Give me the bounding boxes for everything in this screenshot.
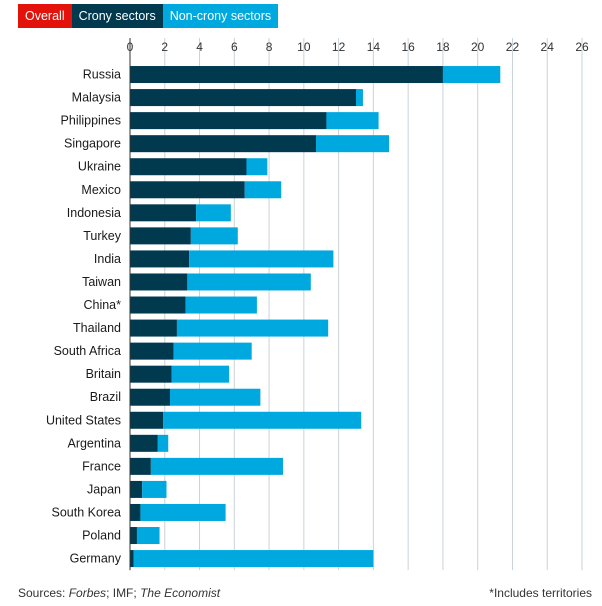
category-label: South Africa bbox=[54, 344, 121, 358]
bar-non-crony-sectors bbox=[442, 66, 501, 84]
sources-label: Sources: bbox=[18, 586, 66, 600]
category-label: Philippines bbox=[61, 114, 121, 128]
bar-crony-sectors bbox=[130, 342, 174, 360]
bar-non-crony-sectors bbox=[140, 503, 226, 521]
x-tick-label: 14 bbox=[367, 40, 381, 54]
category-label: Poland bbox=[82, 529, 121, 543]
bar-non-crony-sectors bbox=[244, 181, 282, 199]
bar-crony-sectors bbox=[130, 158, 247, 176]
bar-non-crony-sectors bbox=[142, 480, 167, 498]
bar-non-crony-sectors bbox=[326, 112, 379, 130]
bar-non-crony-sectors bbox=[356, 89, 363, 107]
bar-crony-sectors bbox=[130, 365, 172, 383]
category-label: Argentina bbox=[67, 436, 121, 450]
bar-non-crony-sectors bbox=[136, 527, 160, 545]
x-tick-label: 12 bbox=[332, 40, 346, 54]
bar-non-crony-sectors bbox=[316, 135, 390, 153]
tab-overall[interactable]: Overall bbox=[18, 4, 72, 28]
bar-crony-sectors bbox=[130, 135, 317, 153]
bar-non-crony-sectors bbox=[246, 158, 268, 176]
bar-crony-sectors bbox=[130, 503, 141, 521]
category-label: Germany bbox=[70, 552, 122, 566]
bar-crony-sectors bbox=[130, 457, 151, 475]
category-label: Japan bbox=[87, 482, 121, 496]
bar-non-crony-sectors bbox=[190, 227, 238, 245]
bar-crony-sectors bbox=[130, 227, 191, 245]
category-label: India bbox=[94, 252, 121, 266]
category-label: France bbox=[82, 459, 121, 473]
bar-non-crony-sectors bbox=[163, 411, 362, 429]
bar-crony-sectors bbox=[130, 250, 190, 268]
bar-crony-sectors bbox=[130, 112, 327, 130]
category-label: Russia bbox=[83, 68, 121, 82]
bar-crony-sectors bbox=[130, 204, 197, 222]
bar-crony-sectors bbox=[130, 66, 443, 84]
bar-crony-sectors bbox=[130, 319, 177, 337]
x-tick-label: 4 bbox=[196, 40, 203, 54]
category-label: Brazil bbox=[90, 390, 121, 404]
x-tick-label: 10 bbox=[297, 40, 311, 54]
x-tick-label: 2 bbox=[161, 40, 168, 54]
source-economist: The Economist bbox=[140, 586, 221, 600]
category-label: Taiwan bbox=[82, 275, 121, 289]
bar-non-crony-sectors bbox=[171, 365, 230, 383]
category-label: Mexico bbox=[81, 183, 121, 197]
bar-non-crony-sectors bbox=[173, 342, 252, 360]
bar-crony-sectors bbox=[130, 480, 143, 498]
tab-crony-sectors[interactable]: Crony sectors bbox=[71, 4, 163, 28]
bar-crony-sectors bbox=[130, 181, 245, 199]
category-label: Turkey bbox=[83, 229, 121, 243]
bar-crony-sectors bbox=[130, 411, 164, 429]
bar-crony-sectors bbox=[130, 388, 170, 406]
bar-crony-sectors bbox=[130, 89, 356, 107]
bar-crony-sectors bbox=[130, 273, 188, 291]
category-label: China* bbox=[83, 298, 121, 312]
category-label: United States bbox=[46, 413, 121, 427]
x-tick-label: 24 bbox=[541, 40, 555, 54]
category-label: Singapore bbox=[64, 137, 121, 151]
bar-non-crony-sectors bbox=[150, 457, 283, 475]
chart-tabs: Overall Crony sectors Non-crony sectors bbox=[18, 4, 279, 28]
category-label: Britain bbox=[86, 367, 121, 381]
bar-non-crony-sectors bbox=[189, 250, 334, 268]
x-tick-label: 16 bbox=[401, 40, 415, 54]
territories-note: *Includes territories bbox=[489, 586, 592, 600]
bar-non-crony-sectors bbox=[169, 388, 261, 406]
x-tick-label: 8 bbox=[266, 40, 273, 54]
category-label: South Korea bbox=[52, 505, 122, 519]
bar-crony-sectors bbox=[130, 434, 158, 452]
category-label: Malaysia bbox=[72, 91, 121, 105]
bar-crony-sectors bbox=[130, 296, 186, 314]
bar-non-crony-sectors bbox=[187, 273, 311, 291]
x-tick-label: 20 bbox=[471, 40, 485, 54]
x-tick-label: 26 bbox=[575, 40, 589, 54]
x-tick-label: 22 bbox=[506, 40, 520, 54]
category-label: Indonesia bbox=[67, 206, 121, 220]
sources-note: Sources: Forbes; IMF; The Economist bbox=[18, 586, 220, 600]
tab-non-crony-sectors[interactable]: Non-crony sectors bbox=[162, 4, 279, 28]
bar-crony-sectors bbox=[130, 527, 137, 545]
x-tick-label: 6 bbox=[231, 40, 238, 54]
bar-non-crony-sectors bbox=[157, 434, 169, 452]
source-forbes: Forbes bbox=[68, 586, 107, 600]
bar-non-crony-sectors bbox=[185, 296, 257, 314]
x-tick-label: 18 bbox=[436, 40, 450, 54]
bar-non-crony-sectors bbox=[196, 204, 231, 222]
bar-crony-sectors bbox=[130, 550, 134, 568]
category-label: Thailand bbox=[73, 321, 121, 335]
source-separator: ; IMF; bbox=[106, 586, 141, 600]
category-label: Ukraine bbox=[78, 160, 121, 174]
bar-non-crony-sectors bbox=[133, 550, 374, 568]
bar-non-crony-sectors bbox=[176, 319, 329, 337]
